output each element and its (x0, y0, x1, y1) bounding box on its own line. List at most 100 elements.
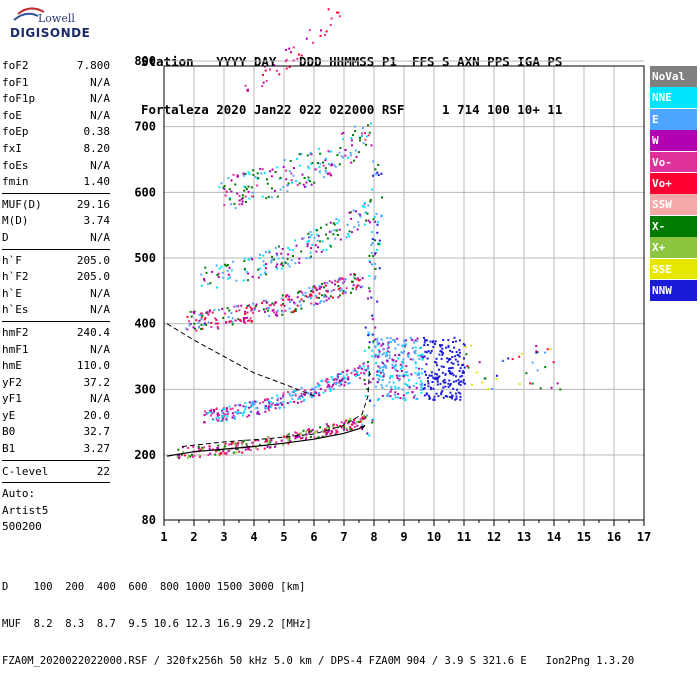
echo-point (421, 358, 424, 361)
echo-point (324, 157, 327, 160)
echo-point (317, 234, 320, 237)
echo-point (394, 340, 396, 343)
echo-point (336, 154, 339, 157)
echo-point (423, 336, 425, 339)
echo-point (358, 421, 360, 423)
echo-point (311, 428, 314, 431)
echo-point (411, 347, 414, 350)
echo-point (217, 276, 220, 279)
echo-point (274, 171, 277, 173)
echo-point (321, 240, 324, 243)
echo-point (222, 448, 224, 451)
legend-item-nnw: NNW (650, 279, 697, 301)
echo-point (235, 279, 238, 282)
echo-point (352, 209, 355, 212)
echo-point (264, 310, 266, 313)
echo-point (204, 322, 206, 325)
param-separator (2, 248, 110, 250)
echo-point (295, 180, 298, 182)
echo-point (374, 353, 377, 356)
echo-point (458, 339, 461, 342)
echo-point (327, 297, 330, 300)
echo-point (231, 323, 234, 326)
echo-point (220, 182, 223, 185)
echo-point (348, 235, 350, 238)
y-tick-label: 200 (134, 448, 156, 462)
echo-point (244, 186, 247, 189)
auto-line: 500200 (2, 520, 42, 534)
echo-point (311, 387, 314, 390)
echo-point (221, 410, 223, 413)
echo-point (289, 440, 292, 443)
echo-point (449, 382, 452, 385)
echo-point (294, 437, 297, 440)
echo-point (269, 68, 271, 71)
echo-point (278, 402, 281, 405)
echo-point (276, 263, 279, 266)
echo-point (287, 182, 290, 185)
echo-point (317, 246, 319, 249)
param-row-fof1p: foF1p N/A (2, 91, 110, 108)
echo-point (298, 435, 301, 438)
echo-point (457, 378, 460, 381)
echo-point (300, 386, 303, 389)
echo-point (263, 447, 266, 450)
echo-point (356, 284, 359, 287)
echo-point (428, 395, 431, 398)
echo-point (295, 436, 298, 439)
echo-point (286, 402, 289, 404)
echo-point (287, 263, 290, 265)
echo-point (415, 386, 418, 389)
echo-point (478, 361, 481, 364)
echo-point (368, 287, 371, 290)
echo-point (317, 436, 320, 439)
echo-point (220, 452, 223, 455)
echo-point (303, 398, 306, 401)
echo-point (374, 173, 377, 176)
echo-point (330, 17, 333, 20)
echo-point (383, 373, 385, 375)
echo-point (224, 442, 227, 445)
echo-point (264, 440, 267, 443)
echo-point (381, 379, 384, 381)
echo-point (252, 169, 255, 172)
echo-point (267, 442, 270, 445)
echo-point (378, 350, 381, 353)
echo-point (233, 416, 236, 419)
echo-point (329, 24, 332, 26)
echo-point (266, 438, 268, 441)
echo-point (364, 383, 367, 386)
echo-point (235, 451, 238, 454)
echo-point (389, 375, 392, 378)
echo-point (442, 386, 445, 389)
echo-point (391, 366, 394, 369)
y-tick-label: 900 (134, 0, 156, 2)
echo-point (226, 269, 229, 272)
param-value: 110.0 (76, 359, 110, 373)
echo-point (535, 345, 538, 347)
echo-point (227, 177, 230, 180)
param-name: h`E (2, 286, 22, 300)
echo-point (400, 351, 403, 354)
x-tick-label: 5 (280, 530, 287, 544)
echo-point (276, 399, 279, 402)
echo-point (342, 156, 345, 159)
echo-point (361, 277, 364, 280)
echo-point (282, 394, 285, 397)
echo-point (265, 197, 268, 200)
echo-point (407, 352, 410, 355)
echo-point (252, 403, 255, 406)
auto-line: Auto: (2, 487, 36, 501)
echo-point (230, 179, 233, 182)
echo-point (434, 376, 437, 379)
echo-point (282, 256, 284, 259)
echo-point (334, 165, 337, 168)
echo-point (322, 164, 325, 167)
echo-point (208, 310, 211, 313)
echo-point (361, 428, 364, 431)
echo-point (414, 349, 417, 352)
echo-point (455, 392, 457, 395)
echo-point (234, 319, 237, 322)
echo-point (230, 320, 232, 323)
echo-point (221, 417, 224, 420)
